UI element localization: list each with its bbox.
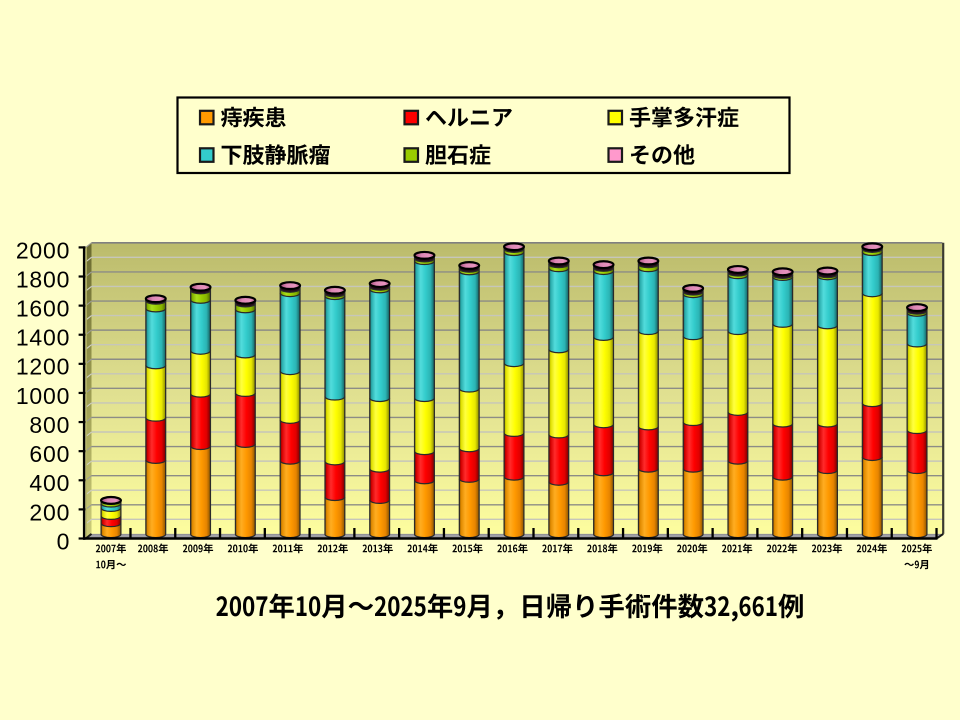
svg-text:1200: 1200: [16, 354, 70, 380]
svg-text:1000: 1000: [16, 383, 70, 409]
svg-text:400: 400: [29, 470, 70, 496]
svg-text:200: 200: [29, 499, 70, 525]
svg-text:600: 600: [29, 441, 70, 467]
svg-text:800: 800: [29, 412, 70, 438]
svg-text:1400: 1400: [16, 325, 70, 351]
svg-text:2000: 2000: [16, 237, 70, 263]
svg-text:1600: 1600: [16, 296, 70, 322]
svg-text:1800: 1800: [16, 266, 70, 292]
svg-text:0: 0: [57, 528, 71, 554]
